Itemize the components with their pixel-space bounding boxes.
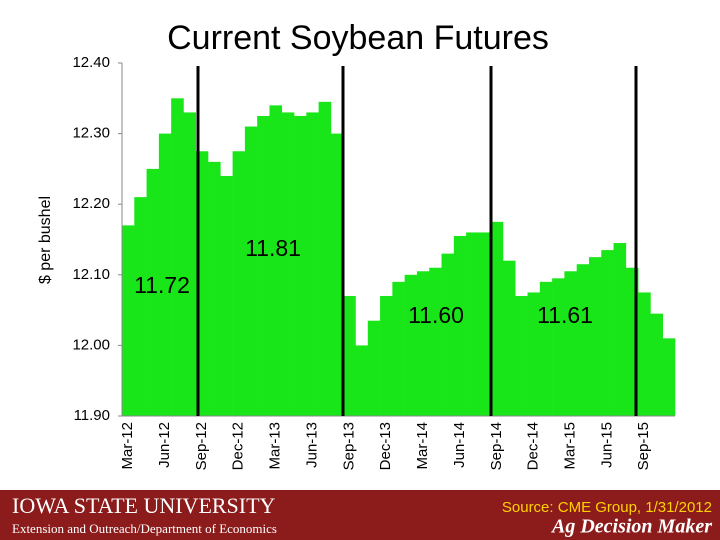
- x-tick-label: Sep-14: [488, 422, 505, 470]
- bar: [281, 112, 295, 417]
- bar: [306, 112, 319, 417]
- plot-area: Mar-12 Jun-12 Sep-12 Dec-12 Mar-13 Jun-13 Sep-…: [72, 54, 676, 470]
- bar: [208, 161, 221, 416]
- bar: [146, 168, 160, 416]
- y-tick-label: 12.30: [72, 125, 110, 142]
- bar: [269, 105, 283, 417]
- bar: [122, 225, 135, 416]
- bar: [232, 151, 246, 416]
- brand: Ag Decision Maker: [550, 516, 712, 538]
- bar: [171, 98, 184, 417]
- x-tick-label: Sep-12: [193, 422, 210, 470]
- x-tick-label: Sep-15: [635, 422, 652, 470]
- bar: [638, 292, 651, 416]
- bar: [466, 232, 479, 416]
- bar: [294, 115, 307, 416]
- x-tick-label: Mar-13: [267, 422, 284, 470]
- x-tick-label: Jun-12: [156, 422, 173, 468]
- annotation: 11.72: [134, 272, 190, 298]
- bar: [527, 292, 541, 416]
- x-tick-label: Jun-15: [598, 422, 615, 468]
- x-tick-label: Mar-12: [119, 422, 136, 470]
- bar: [650, 313, 664, 416]
- bar: [257, 115, 270, 416]
- x-tick-label: Dec-12: [230, 422, 247, 470]
- bar: [564, 271, 577, 416]
- bar: [392, 281, 405, 416]
- bar: [613, 243, 627, 416]
- source: Source: CME Group, 1/31/2012: [502, 499, 712, 516]
- bar: [330, 133, 344, 416]
- chart-title: Current Soybean Futures: [167, 19, 549, 57]
- bar: [134, 197, 147, 416]
- contract-dividers: [196, 66, 638, 416]
- bar: [404, 274, 418, 416]
- bar: [490, 221, 504, 416]
- bar: [318, 101, 332, 416]
- bar: [343, 295, 356, 416]
- x-tick-label: Jun-14: [451, 422, 468, 468]
- bar: [158, 133, 172, 416]
- bar: [588, 257, 602, 416]
- bar: [429, 267, 442, 416]
- department: Extension and Outreach/Department of Eco…: [12, 521, 277, 536]
- bar: [380, 295, 393, 416]
- bar: [183, 112, 197, 417]
- bar: [576, 264, 590, 416]
- bar: [552, 278, 565, 416]
- annotation: 11.60: [408, 302, 464, 328]
- bar: [367, 320, 381, 416]
- y-axis-label: $ per bushel: [37, 196, 54, 284]
- y-tick-label: 12.20: [72, 195, 110, 212]
- bar: [502, 260, 516, 416]
- bar: [220, 175, 233, 416]
- y-tick-label: 12.40: [72, 54, 110, 71]
- bar: [539, 281, 553, 416]
- annotation: 11.61: [537, 302, 593, 328]
- x-tick-label: Mar-14: [414, 422, 431, 470]
- annotation: 11.81: [245, 235, 301, 261]
- bar: [244, 126, 258, 416]
- bar: [453, 235, 467, 416]
- x-tick-label: Sep-13: [340, 422, 357, 470]
- bar: [441, 253, 455, 416]
- bar: [662, 338, 676, 416]
- x-tick-label: Jun-13: [303, 422, 320, 468]
- x-tick-label: Mar-15: [562, 422, 579, 470]
- bar: [515, 295, 528, 416]
- y-tick-label: 11.90: [74, 407, 110, 424]
- y-tick-label: 12.10: [72, 266, 110, 283]
- bar: [601, 250, 614, 416]
- x-tick-label: Dec-13: [377, 422, 394, 470]
- university-name: Iowa State University: [12, 493, 276, 518]
- bar: [416, 271, 430, 416]
- x-tick-label: Dec-14: [525, 422, 542, 470]
- footer-band: [0, 490, 720, 540]
- bar: [478, 232, 491, 416]
- y-tick-label: 12.00: [72, 336, 110, 353]
- bar: [355, 345, 369, 416]
